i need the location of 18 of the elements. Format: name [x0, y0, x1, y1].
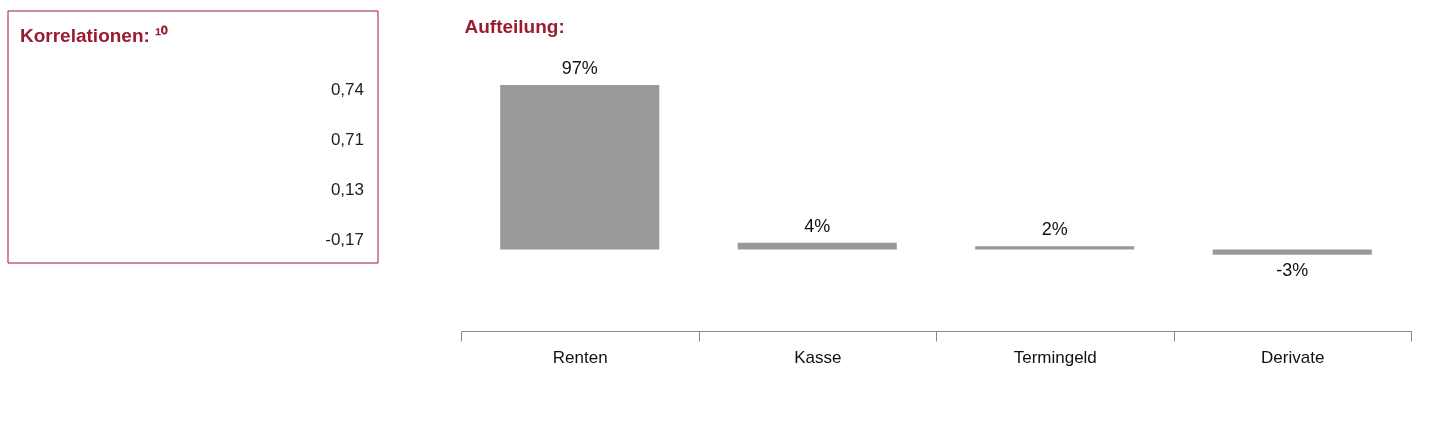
text: Korrelationen: ¹⁰ — [20, 25, 169, 46]
data-label: 4% — [804, 215, 831, 236]
data-label: 97% — [561, 57, 598, 78]
x-tick-label: Derivate — [1261, 347, 1325, 367]
bar — [737, 242, 897, 250]
x-tick-label: Kasse — [794, 347, 842, 367]
bar — [1212, 249, 1372, 255]
text: 0,71 — [330, 130, 364, 149]
bar — [500, 84, 660, 250]
x-tick-label: Renten — [552, 347, 608, 367]
data-label: -3% — [1276, 259, 1309, 280]
data-label: 2% — [1041, 219, 1068, 240]
text: 0,74 — [330, 80, 364, 99]
chart-title: Aufteilung: — [464, 16, 565, 37]
x-tick-label: Termingeld — [1013, 347, 1097, 367]
text: -0,17 — [325, 230, 364, 249]
text: 0,13 — [330, 180, 364, 199]
bar — [975, 246, 1135, 250]
